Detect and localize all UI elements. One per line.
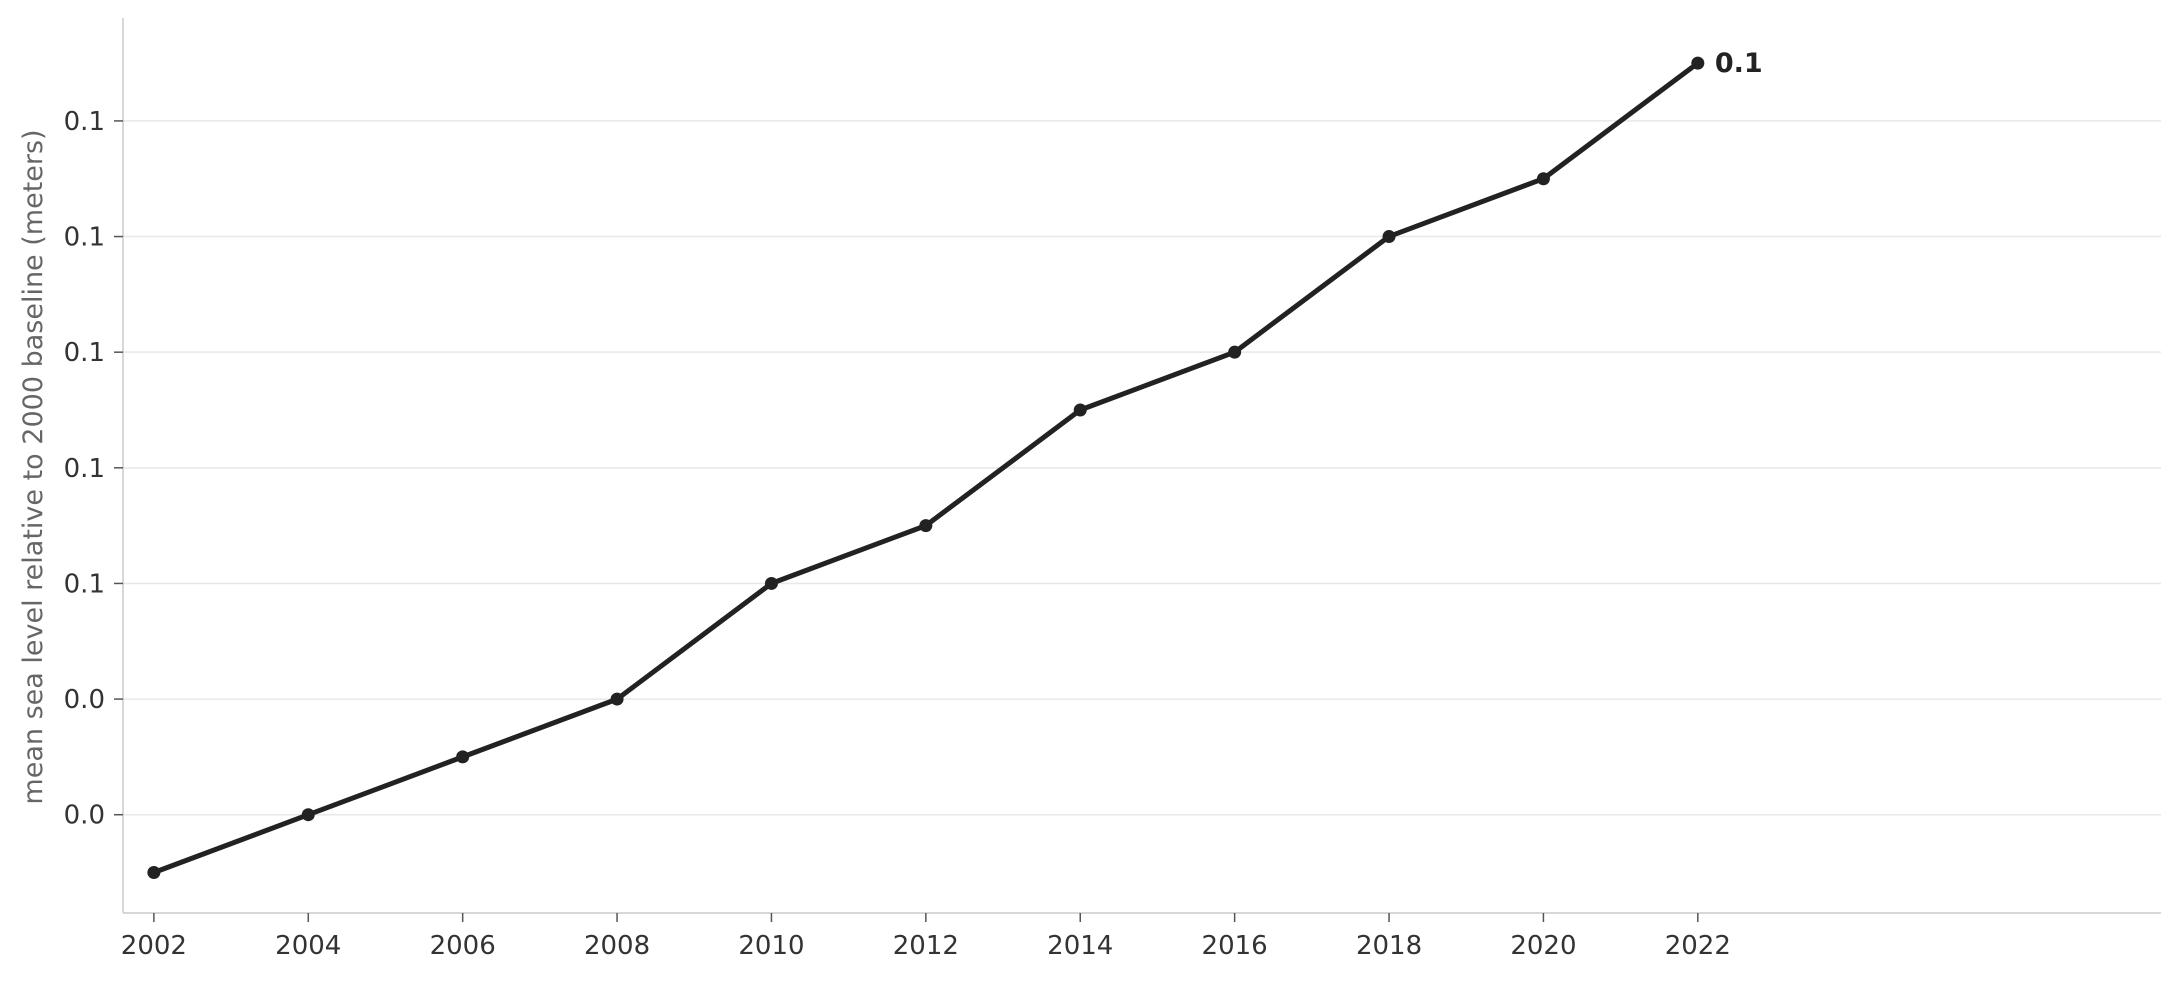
x-tick-label: 2008: [584, 931, 650, 961]
y-tick-label: 0.0: [64, 801, 105, 831]
data-point: [1228, 345, 1242, 359]
y-tick-label: 0.1: [64, 454, 105, 484]
data-point: [1536, 172, 1550, 186]
gridlines: [123, 120, 2161, 816]
x-tick-label: 2006: [430, 931, 496, 961]
x-tick-label: 2010: [738, 931, 804, 961]
y-tick-label: 0.0: [64, 685, 105, 715]
data-point: [301, 808, 315, 822]
data-point: [1382, 230, 1396, 244]
y-axis-title: mean sea level relative to 2000 baseline…: [18, 129, 49, 804]
data-point: [1691, 56, 1705, 70]
y-tick-label: 0.1: [64, 338, 105, 368]
x-tick-label: 2016: [1202, 931, 1268, 961]
y-tick-label: 0.1: [64, 569, 105, 599]
end-value-label: 0.1: [1715, 48, 1763, 79]
y-axis-ticks: 0.0 0.0 0.1 0.1 0.1 0.1 0.1: [64, 107, 123, 831]
x-tick-label: 2022: [1665, 931, 1731, 961]
data-point: [610, 692, 624, 706]
x-axis-ticks: 2002 2004 2006 2008 2010 2012 2014 2016 2018 2020…: [121, 913, 1731, 961]
x-tick-label: 2014: [1047, 931, 1113, 961]
data-point: [456, 750, 470, 764]
x-tick-label: 2004: [275, 931, 341, 961]
data-point: [764, 576, 778, 590]
x-tick-label: 2018: [1356, 931, 1422, 961]
x-tick-label: 2020: [1510, 931, 1576, 961]
axes: [122, 18, 2161, 914]
x-tick-label: 2012: [893, 931, 959, 961]
y-tick-label: 0.1: [64, 107, 105, 137]
data-point: [919, 519, 933, 533]
y-tick-label: 0.1: [64, 223, 105, 253]
data-point: [147, 866, 161, 880]
data-point: [1073, 403, 1087, 417]
series-layer: [147, 56, 1705, 880]
x-tick-label: 2002: [121, 931, 187, 961]
